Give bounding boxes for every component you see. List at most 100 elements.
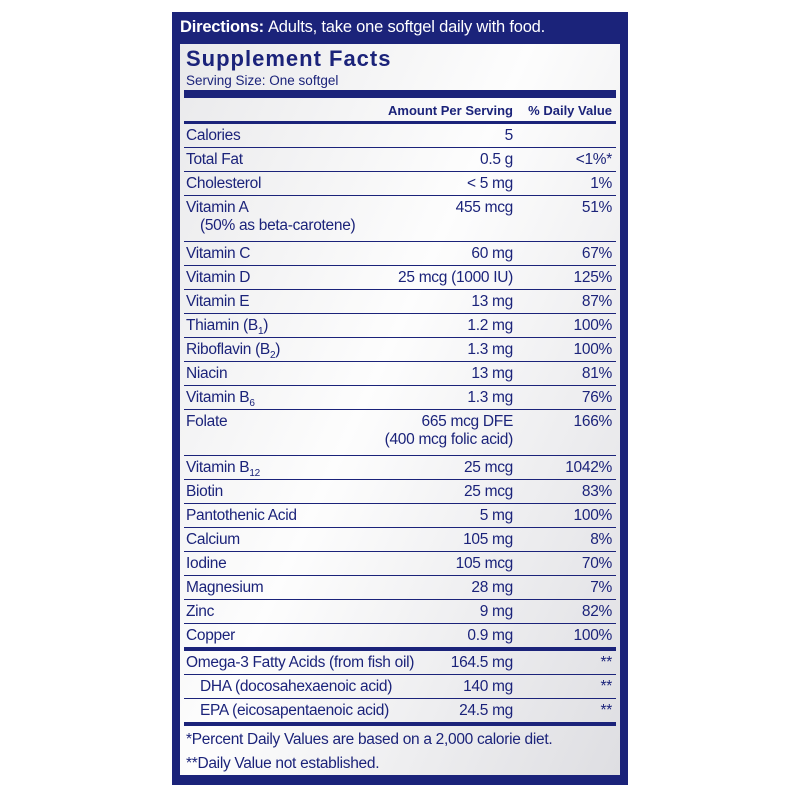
amount: 60 mg bbox=[471, 245, 513, 263]
nutrient-name: DHA (docosahexaenoic acid) bbox=[200, 678, 392, 696]
amount-text: 25 mcg (1000 IU) bbox=[398, 269, 513, 286]
nutrient-name: Pantothenic Acid bbox=[186, 507, 297, 525]
daily-value: <1%* bbox=[575, 151, 613, 168]
nutrient-name: Biotin bbox=[186, 483, 223, 501]
rows: Calories 5 Total Fat 0.5 g <1%* Cholesterol < … bbox=[184, 124, 616, 726]
amount-note: (400 mcg folic acid) bbox=[384, 431, 514, 448]
divider bbox=[184, 90, 616, 98]
amount: 105 mg bbox=[463, 531, 513, 549]
name-text: Calcium bbox=[186, 531, 240, 548]
name-text: EPA (eicosapentaenoic acid) bbox=[200, 702, 389, 719]
amount-text: 1.3 mg bbox=[467, 341, 513, 358]
nutrient-row: Vitamin C 60 mg 67% bbox=[184, 242, 616, 266]
name-text: Zinc bbox=[186, 603, 215, 620]
nutrient-row: Iodine 105 mcg 70% bbox=[184, 552, 616, 576]
nutrient-row: Biotin 25 mcg 83% bbox=[184, 480, 616, 504]
amount: 25 mcg bbox=[464, 483, 513, 501]
header-amount: Amount Per Serving bbox=[388, 103, 513, 118]
directions-label: Directions: bbox=[180, 18, 264, 36]
name-text: Calories bbox=[186, 127, 241, 144]
daily-value: 8% bbox=[590, 531, 612, 548]
serving-size: Serving Size: One softgel bbox=[186, 73, 339, 88]
footnote: **Daily Value not established. bbox=[186, 755, 380, 772]
daily-value: 100% bbox=[573, 507, 613, 524]
daily-value: ** bbox=[600, 678, 613, 695]
nutrient-row: EPA (eicosapentaenoic acid) 24.5 mg ** bbox=[184, 699, 616, 726]
name-text: Vitamin B bbox=[186, 459, 250, 476]
amount-text: 25 mcg bbox=[463, 459, 513, 476]
amount-text: 455 mcg bbox=[455, 199, 514, 216]
nutrient-name: Cholesterol bbox=[186, 175, 261, 193]
name-subscript: 2 bbox=[269, 350, 276, 362]
amount-text: 24.5 mg bbox=[459, 702, 513, 719]
nutrient-name: Vitamin B12 bbox=[186, 459, 260, 479]
nutrient-name: Copper bbox=[186, 627, 235, 645]
label-box: Directions: Adults, take one softgel dail… bbox=[172, 12, 628, 785]
name-note: (50% as beta-carotene) bbox=[200, 217, 356, 234]
amount: 105 mcg bbox=[456, 555, 514, 573]
nutrient-row: Vitamin B12 25 mcg 1042% bbox=[184, 456, 616, 480]
amount: 13 mg bbox=[471, 293, 513, 311]
amount: 24.5 mg bbox=[459, 702, 513, 720]
amount: 1.2 mg bbox=[467, 317, 513, 335]
name-subscript: 1 bbox=[257, 326, 264, 338]
name-text: Folate bbox=[186, 413, 228, 430]
name-text: DHA (docosahexaenoic acid) bbox=[200, 678, 393, 695]
name-end: ) bbox=[263, 317, 269, 334]
name-text: Niacin bbox=[186, 365, 228, 382]
nutrient-row: Omega-3 Fatty Acids (from fish oil) 164.5… bbox=[184, 651, 616, 675]
amount-text: 5 mg bbox=[479, 507, 514, 524]
name-text: Vitamin B bbox=[186, 389, 250, 406]
nutrient-name: Calories bbox=[186, 127, 241, 145]
nutrient-name: Total Fat bbox=[186, 151, 243, 169]
nutrient-name: Calcium bbox=[186, 531, 240, 549]
nutrient-row: Vitamin B6 1.3 mg 76% bbox=[184, 386, 616, 410]
nutrient-row: Calcium 105 mg 8% bbox=[184, 528, 616, 552]
name-text: Thiamin (B bbox=[186, 317, 258, 334]
amount: 1.3 mg bbox=[467, 341, 513, 359]
daily-value: 76% bbox=[581, 389, 612, 406]
daily-value: 1% bbox=[590, 175, 612, 192]
amount-text: 13 mg bbox=[471, 293, 513, 310]
amount: 140 mg bbox=[463, 678, 513, 696]
daily-value: 100% bbox=[573, 341, 613, 358]
amount: 25 mcg bbox=[464, 459, 513, 477]
directions-text: Adults, take one softgel daily with food… bbox=[267, 18, 546, 36]
daily-value: ** bbox=[600, 702, 613, 719]
nutrient-row: Calories 5 bbox=[184, 124, 616, 148]
daily-value: 82% bbox=[581, 603, 612, 620]
nutrient-row: Vitamin D 25 mcg (1000 IU) 125% bbox=[184, 266, 616, 290]
name-text: Vitamin C bbox=[186, 245, 251, 262]
amount-text: 28 mg bbox=[471, 579, 513, 596]
daily-value: 67% bbox=[581, 245, 612, 262]
nutrient-row: Vitamin E 13 mg 87% bbox=[184, 290, 616, 314]
nutrient-row: Thiamin (B1) 1.2 mg 100% bbox=[184, 314, 616, 338]
amount-text: 0.5 g bbox=[480, 151, 513, 168]
amount-text: 665 mcg DFE bbox=[421, 413, 514, 430]
nutrient-row: Copper 0.9 mg 100% bbox=[184, 624, 616, 651]
amount: 5 bbox=[505, 127, 514, 145]
daily-value: 100% bbox=[573, 317, 613, 334]
daily-value: 87% bbox=[581, 293, 612, 310]
nutrient-row: Niacin 13 mg 81% bbox=[184, 362, 616, 386]
nutrient-name: Zinc bbox=[186, 603, 214, 621]
name-subscript: 6 bbox=[249, 398, 255, 410]
amount: < 5 mg bbox=[467, 175, 513, 193]
amount-text: 13 mg bbox=[471, 365, 513, 382]
name-text: Pantothenic Acid bbox=[186, 507, 297, 524]
nutrient-name: Riboflavin (B2) bbox=[186, 341, 280, 361]
amount-text: 25 mcg bbox=[463, 483, 513, 500]
name-text: Total Fat bbox=[186, 151, 243, 168]
nutrient-row: DHA (docosahexaenoic acid) 140 mg ** bbox=[184, 675, 616, 699]
nutrient-name: EPA (eicosapentaenoic acid) bbox=[200, 702, 389, 720]
directions: Directions: Adults, take one softgel dail… bbox=[180, 18, 545, 37]
footnotes: *Percent Daily Values are based on a 2,0… bbox=[186, 728, 553, 776]
amount: 0.5 g bbox=[480, 151, 513, 169]
facts-title: Supplement Facts bbox=[186, 46, 392, 71]
name-text: Iodine bbox=[186, 555, 227, 572]
nutrient-row: Vitamin A (50% as beta-carotene) 455 mcg 51… bbox=[184, 196, 616, 242]
name-text: Omega-3 Fatty Acids (from fish oil) bbox=[186, 654, 415, 671]
amount: 28 mg bbox=[471, 579, 513, 597]
nutrient-name: Thiamin (B1) bbox=[186, 317, 268, 337]
amount: 25 mcg (1000 IU) bbox=[398, 269, 513, 287]
